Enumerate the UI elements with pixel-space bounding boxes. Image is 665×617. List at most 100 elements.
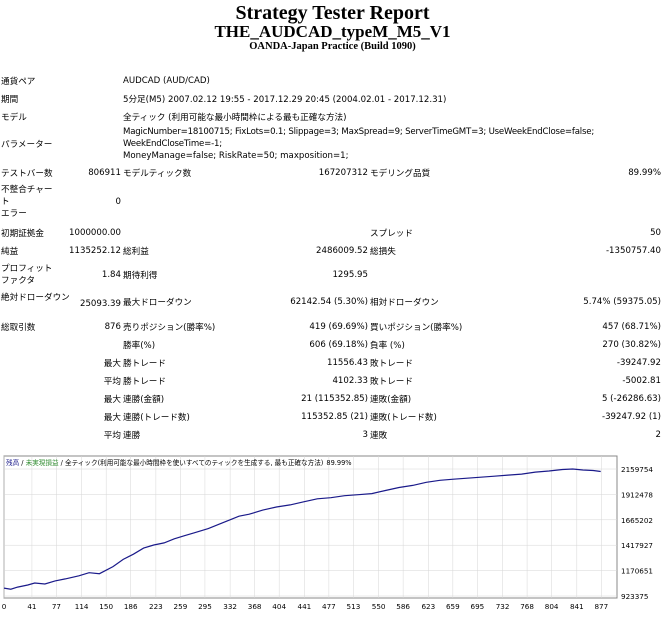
avg-consec-losses-label: 連敗 [370, 431, 388, 441]
x-tick-label: 77 [52, 602, 61, 611]
table-row: 平均 勝トレード 4102.33 敗トレード -5002.81 [0, 372, 662, 390]
ea-name: THE_AUDCAD_typeM_M5_V1 [214, 22, 451, 41]
legend-balance: 残高 [6, 458, 20, 467]
x-tick-label: 550 [372, 602, 386, 611]
y-tick-label: 1417927 [621, 541, 653, 550]
x-tick-label: 41 [27, 602, 36, 611]
table-row: 最大 連勝(金額) 21 (115352.85) 連敗(金額) 5 (-2628… [0, 390, 662, 408]
mismatch-label: 不整合チャート エラー [0, 184, 60, 220]
mismatch-label-line-1: 不整合チャート [1, 185, 53, 207]
maxdd-label: 最大ドローダウン [123, 298, 192, 308]
legend-model: 全ティック(利用可能な最小時間枠を使いすべてのティックを生成する, 最も正確な方… [65, 458, 323, 467]
params-line-2: MoneyManage=false; RiskRate=50; maxposit… [123, 151, 349, 161]
x-tick-label: 877 [594, 602, 608, 611]
ticks-label: モデルティック数 [123, 169, 192, 179]
chart-series [3, 468, 601, 590]
x-tick-label: 732 [496, 602, 510, 611]
maxdd-value: 62142.54 (5.30%) [290, 297, 368, 307]
netprofit-label: 純益 [1, 247, 19, 257]
balance-chart: 残高 / 未実現損益 / 全ティック(利用可能な最小時間枠を使いすべてのティック… [2, 455, 653, 611]
symbol-value: AUDCAD (AUD/CAD) [123, 76, 210, 86]
x-tick-label: 586 [396, 602, 410, 611]
x-axis: 0 41 77 114 150 186 223 259 295 332 368 404 441 477 51… [2, 602, 608, 611]
y-tick-label: 1912478 [621, 490, 653, 499]
avg-prefix-2: 平均 [103, 431, 121, 441]
avg-loss-label: 敗トレード [370, 377, 413, 387]
largest-loss-label: 敗トレード [370, 359, 413, 369]
x-tick-label: 150 [99, 602, 113, 611]
pf-label-line-2: ファクタ [1, 276, 36, 286]
report-table: 通貨ペア AUDCAD (AUD/CAD) 期間 5分足(M5) 2007.02… [0, 72, 662, 444]
chart-plot-area [3, 455, 618, 599]
x-tick-label: 513 [347, 602, 361, 611]
avg-consec-wins-value: 3 [362, 430, 368, 440]
reldd-value: 5.74% (59375.05) [583, 297, 661, 307]
legend-sep-2: / [59, 459, 65, 467]
period-value: 5分足(M5) 2007.02.12 19:55 - 2017.12.29 20… [123, 95, 447, 105]
loss-value: 270 (30.82%) [602, 340, 661, 350]
absdd-value: 25093.39 [79, 299, 121, 309]
deposit-value: 1000000.00 [69, 228, 121, 238]
largest-prefix: 最大 [103, 359, 121, 369]
server-name: OANDA-Japan Practice (Build 1090) [249, 41, 416, 52]
x-tick-label: 659 [446, 602, 460, 611]
max-prefix-2: 最大 [103, 413, 121, 423]
legend-quality: 89.99% [326, 459, 351, 467]
report-title: Strategy Tester Report [235, 2, 430, 24]
x-tick-label: 0 [2, 602, 7, 611]
table-row: プロフィット ファクタ 1.84 期待利得 1295.95 [0, 260, 662, 290]
pf-label: プロフィット ファクタ [0, 260, 60, 290]
trades-value: 876 [104, 322, 121, 332]
params-line-1: MagicNumber=18100715; FixLots=0.1; Slipp… [123, 127, 595, 149]
y-tick-label: 1170651 [621, 567, 653, 576]
win-label: 勝率(%) [123, 341, 156, 351]
x-tick-label: 695 [471, 602, 485, 611]
max-consec-wins-value: 21 (115352.85) [301, 394, 368, 404]
x-tick-label: 768 [520, 602, 534, 611]
model-label: モデル [1, 113, 27, 123]
table-row: 不整合チャート エラー 0 [0, 184, 662, 220]
deposit-label: 初期証拠金 [1, 229, 44, 239]
table-row: パラメーター MagicNumber=18100715; FixLots=0.1… [0, 126, 662, 162]
max-consec-profit-value: 115352.85 (21) [301, 412, 368, 422]
table-row: 最大 連勝(トレード数) 115352.85 (21) 連敗(トレード数) -3… [0, 408, 662, 426]
params-label: パラメーター [1, 140, 53, 150]
spread-label: スプレッド [370, 229, 413, 239]
avg-loss-value: -5002.81 [622, 376, 661, 386]
table-row: テストバー数 806911 モデルティック数 167207312 モデリング品質… [0, 162, 662, 184]
y-tick-label: 1665202 [621, 516, 653, 525]
table-row: モデル 全ティック (利用可能な最小時間枠による最も正確な方法) [0, 108, 662, 126]
x-tick-label: 114 [75, 602, 89, 611]
pf-label-line-1: プロフィット [1, 264, 53, 274]
y-axis: 923375 1170651 1417927 1665202 1912478 215975… [621, 465, 653, 601]
x-tick-label: 841 [570, 602, 584, 611]
mismatch-label-line-2: エラー [1, 209, 27, 219]
long-label: 買いポジション(勝率%) [370, 323, 463, 333]
netprofit-value: 1135252.12 [69, 246, 121, 256]
table-row: 最大 勝トレード 11556.43 敗トレード -39247.92 [0, 354, 662, 372]
quality-label: モデリング品質 [370, 169, 431, 179]
bars-value: 806911 [88, 168, 121, 178]
table-row: 期間 5分足(M5) 2007.02.12 19:55 - 2017.12.29… [0, 90, 662, 108]
x-tick-label: 804 [545, 602, 559, 611]
table-row: 初期証拠金 1000000.00 スプレッド 50 [0, 224, 662, 242]
x-tick-label: 623 [421, 602, 435, 611]
chart-grid [3, 456, 617, 598]
short-value: 419 (69.69%) [309, 322, 368, 332]
largest-win-value: 11556.43 [326, 358, 368, 368]
max-consec-losses-value: 5 (-26286.63) [601, 394, 661, 404]
grossprofit-label: 総利益 [123, 247, 149, 257]
largest-loss-value: -39247.92 [616, 358, 661, 368]
table-row: 勝率(%) 606 (69.18%) 負率 (%) 270 (30.82%) [0, 336, 662, 354]
x-tick-label: 477 [322, 602, 336, 611]
avg-consec-losses-value: 2 [655, 430, 661, 440]
loss-label: 負率 (%) [370, 341, 405, 351]
short-label: 売りポジション(勝率%) [123, 323, 216, 333]
max-prefix-1: 最大 [103, 395, 121, 405]
symbol-label: 通貨ペア [1, 77, 36, 87]
table-row: 通貨ペア AUDCAD (AUD/CAD) [0, 72, 662, 90]
chart-legend: 残高 / 未実現損益 / 全ティック(利用可能な最小時間枠を使いすべてのティック… [6, 458, 352, 467]
expected-label: 期待利得 [123, 271, 158, 281]
trades-label: 総取引数 [1, 323, 36, 333]
quality-value: 89.99% [628, 168, 661, 178]
